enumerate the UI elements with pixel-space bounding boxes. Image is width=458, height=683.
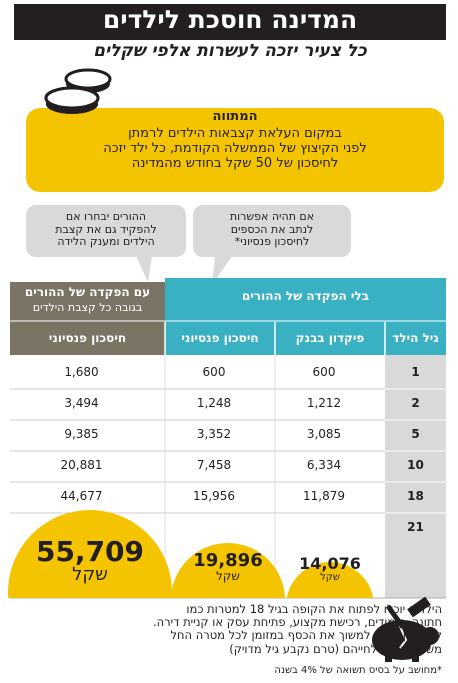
age-label: 21 (407, 520, 424, 534)
piggy-icon (372, 596, 439, 662)
text-line: חתונה, לימודים, רכישת מקצוע, פתיחת עסק א… (152, 615, 442, 630)
text-line: משנות ה־20 לחייהם (טרם נקבע גיל מדויק) (229, 641, 442, 656)
final-circle (8, 510, 172, 598)
final-value: 14,076 (299, 554, 361, 573)
final-circles (8, 510, 374, 598)
bubble (26, 205, 186, 282)
age-label: 5 (411, 427, 420, 441)
final-circle (171, 543, 285, 598)
bubble-text: אם תהיה אפשרות לנתב את הכספים לחיסכון פנסי… (193, 210, 351, 249)
value-cell: 1,248 (196, 396, 232, 410)
text-line: להפקיד גם את קצבת (55, 222, 157, 236)
header-with (10, 282, 165, 355)
final-circle (286, 562, 374, 598)
plan-box (26, 108, 444, 192)
value-cell: 6,334 (306, 458, 342, 472)
age-label: 10 (407, 458, 424, 472)
value-cell: 1,680 (64, 365, 99, 379)
value-cell: 3,494 (64, 396, 99, 410)
unit-label: שקל (320, 572, 340, 583)
column-header: חיסכון פנסיוני (48, 331, 127, 345)
value-cell: 44,677 (60, 489, 103, 503)
value-cell: 9,385 (64, 427, 99, 441)
group-label: עם הפקדה של ההורים (24, 285, 151, 299)
column-header: חיסכון פנסיוני (181, 331, 259, 345)
text-line: לנתב את הכספים (230, 222, 314, 236)
value-cell: 15,956 (193, 489, 235, 503)
text-line: לפני הקיצוץ של הממשלה הקודמת, כל ילד יזכ… (103, 140, 367, 156)
header-without (165, 278, 446, 355)
plan-title: המתווה (212, 109, 258, 124)
bubble (193, 205, 351, 285)
final-value: 19,896 (193, 550, 263, 571)
note: הילדים יוכלו לפתוח את הקופה בגיל 18 למטר… (40, 602, 442, 656)
text-line: אם תהיה אפשרות (229, 210, 315, 223)
age-column (385, 355, 446, 598)
plan-text: במקום העלאת קצבאות הילדים לרמתן לפני הקיצ… (40, 126, 430, 172)
value-cell: 600 (312, 365, 336, 379)
text-line: ההורים יבחרו אם (65, 210, 147, 223)
group-label: בלי הפקדה של ההורים (242, 289, 369, 303)
age-label: 2 (411, 396, 420, 410)
value-cell: 3,085 (306, 427, 342, 441)
column-header: גיל הילד (392, 331, 439, 345)
unit-label: שקל (72, 564, 108, 585)
subtitle: כל צעיר יזכה לעשרות אלפי שקלים (93, 41, 367, 61)
text-line: לחילופין, יוכלו למשוך את הכסף במזומן לכל… (170, 628, 442, 643)
text-line: לחיסכון פנסיוני* (234, 235, 310, 249)
value-cell: 600 (202, 365, 226, 379)
age-label: 18 (407, 489, 424, 503)
value-cell: 3,352 (196, 427, 232, 441)
footnote: *מחושב על בסיס תשואה של 4% בשנה (274, 665, 442, 676)
final-value: 55,709 (35, 535, 145, 568)
column-header: פיקדון בבנק (295, 331, 365, 345)
text-line: הילדים יוכלו לפתוח את הקופה בגיל 18 למטר… (186, 602, 442, 616)
value-cell: 7,458 (196, 458, 232, 472)
group-note: בגובה כל קצבת הילדים (32, 301, 143, 314)
title-banner (14, 4, 446, 40)
coin (44, 86, 100, 110)
value-cell: 11,879 (303, 489, 345, 503)
value-cell: 1,212 (306, 396, 342, 410)
title: המדינה חוסכת לילדים (102, 5, 358, 34)
text-line: לחיסכון של 50 שקל בחודש מהמדינה (131, 155, 339, 171)
bubble-text: ההורים יבחרו אם להפקיד גם את קצבת הילדים ו… (26, 210, 186, 249)
unit-label: שקל (216, 569, 240, 583)
text-line: הילדים ומענק הלידה (57, 235, 155, 249)
age-label: 1 (411, 365, 420, 379)
text-line: במקום העלאת קצבאות הילדים לרמתן (128, 126, 342, 141)
value-cell: 20,881 (60, 458, 103, 472)
